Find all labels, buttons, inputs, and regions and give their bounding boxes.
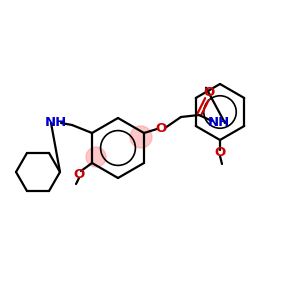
Text: O: O [203,85,214,98]
Text: O: O [214,146,226,158]
Text: O: O [74,167,85,181]
Circle shape [130,126,152,148]
Circle shape [86,147,106,167]
Text: NH: NH [208,116,230,130]
Text: O: O [155,122,167,136]
Text: NH: NH [45,116,67,128]
